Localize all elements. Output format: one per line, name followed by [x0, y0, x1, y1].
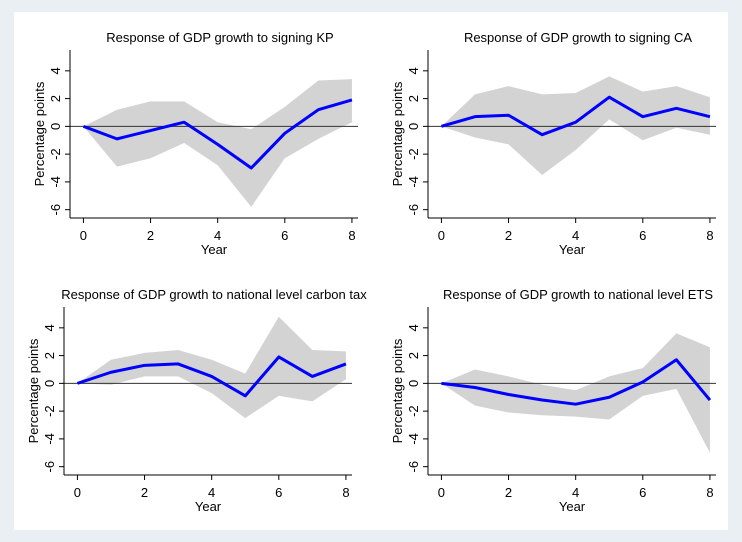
confidence-band — [441, 333, 710, 453]
y-tick-label: -6 — [406, 204, 421, 216]
x-tick-label: 0 — [80, 228, 87, 243]
y-tick-label: 0 — [406, 380, 421, 387]
y-tick-label: 4 — [48, 67, 63, 74]
y-axis-label: Percentage points — [390, 338, 405, 443]
y-tick-label: 2 — [48, 95, 63, 102]
y-tick-label: 2 — [406, 95, 421, 102]
panel: Response of GDP growth to national level… — [26, 287, 367, 514]
line-series — [76, 355, 347, 398]
x-tick-label: 8 — [348, 228, 355, 243]
x-tick-label: 4 — [214, 228, 221, 243]
y-tick-label: -6 — [48, 204, 63, 216]
x-axis-label: Year — [195, 499, 222, 514]
panel-title: Response of GDP growth to signing CA — [464, 30, 692, 45]
x-tick-label: 2 — [505, 485, 512, 500]
x-tick-label: 6 — [639, 228, 646, 243]
y-tick-label: 0 — [406, 123, 421, 130]
y-tick-label: 2 — [42, 352, 57, 359]
y-tick-label: -2 — [42, 405, 57, 417]
x-tick-label: 6 — [639, 485, 646, 500]
confidence-band — [441, 76, 710, 175]
panel: Response of GDP growth to signing KP -6 -4… — [32, 30, 358, 257]
y-tick-label: -4 — [48, 176, 63, 188]
y-tick-label: 0 — [42, 380, 57, 387]
y-tick-label: -4 — [406, 176, 421, 188]
line-series — [441, 95, 711, 137]
y-tick-label: 4 — [406, 324, 421, 331]
y-tick-label: -2 — [406, 148, 421, 160]
x-tick-label: 6 — [281, 228, 288, 243]
y-axis-label: Percentage points — [32, 81, 47, 186]
x-tick-label: 8 — [342, 485, 349, 500]
line-series — [441, 358, 712, 406]
panel: Response of GDP growth to national level… — [390, 287, 716, 514]
x-axis-label: Year — [201, 242, 228, 257]
y-tick-label: 4 — [42, 324, 57, 331]
x-tick-label: 6 — [275, 485, 282, 500]
x-tick-label: 0 — [438, 228, 445, 243]
x-tick-label: 8 — [706, 228, 713, 243]
x-tick-label: 2 — [505, 228, 512, 243]
y-tick-label: 2 — [406, 352, 421, 359]
x-tick-label: 2 — [141, 485, 148, 500]
x-axis-label: Year — [559, 499, 586, 514]
y-axis-label: Percentage points — [390, 81, 405, 186]
x-tick-label: 4 — [572, 228, 579, 243]
x-tick-label: 0 — [438, 485, 445, 500]
y-tick-label: -6 — [406, 461, 421, 473]
panel: Response of GDP growth to signing CA -6 -4… — [390, 30, 716, 257]
panel-title: Response of GDP growth to national level… — [443, 287, 713, 302]
x-tick-label: 0 — [74, 485, 81, 500]
line-series — [82, 98, 353, 170]
y-tick-label: -4 — [406, 433, 421, 445]
x-tick-label: 2 — [147, 228, 154, 243]
y-tick-label: -6 — [42, 461, 57, 473]
y-tick-label: 4 — [406, 67, 421, 74]
panel-title: Response of GDP growth to signing KP — [106, 30, 333, 45]
x-axis-label: Year — [559, 242, 586, 257]
y-axis-label: Percentage points — [26, 338, 41, 443]
x-tick-label: 8 — [706, 485, 713, 500]
y-tick-label: 0 — [48, 123, 63, 130]
confidence-band — [77, 316, 346, 419]
y-tick-label: -4 — [42, 433, 57, 445]
panel-title: Response of GDP growth to national level… — [61, 287, 367, 302]
y-tick-label: -2 — [48, 148, 63, 160]
y-tick-label: -2 — [406, 405, 421, 417]
x-tick-label: 4 — [572, 485, 579, 500]
x-tick-label: 4 — [208, 485, 215, 500]
